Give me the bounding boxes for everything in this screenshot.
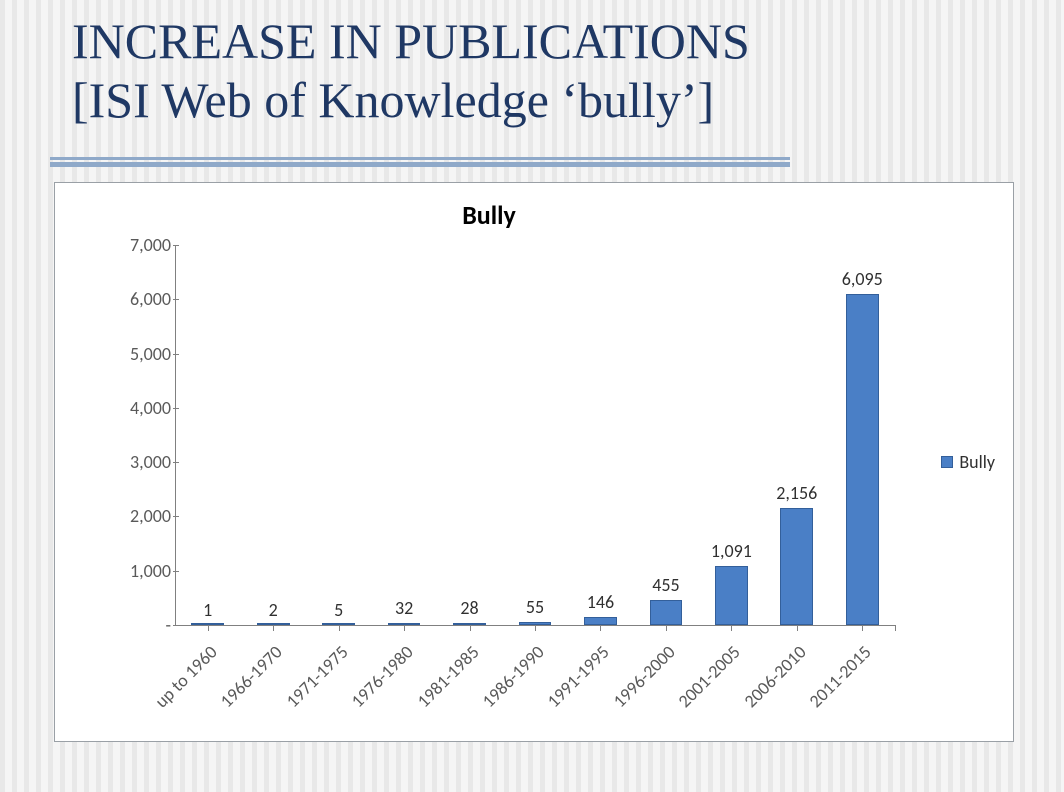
bar-slot: 1 <box>175 245 240 625</box>
plot-area: 1 2 5 32 28 55 146 455 1,091 2,156 6,095 <box>175 245 895 625</box>
chart-frame: Bully - 1,000 2,000 3,000 4,000 5,000 6,000 7,0… <box>54 182 1014 742</box>
bar-slot: 32 <box>371 245 436 625</box>
y-tick-label: 7,000 <box>130 234 171 256</box>
x-tick-mark <box>535 625 536 631</box>
y-tick-mark <box>173 245 179 246</box>
y-tick-label: 1,000 <box>130 560 171 582</box>
bar-slot: 455 <box>633 245 698 625</box>
y-tick-label: 6,000 <box>130 288 171 310</box>
title-underline <box>50 162 790 167</box>
legend-swatch <box>941 456 953 468</box>
bar-value-label: 32 <box>395 597 413 619</box>
bar-value-label: 1 <box>203 599 212 621</box>
x-tick-mark <box>731 625 732 631</box>
bar-value-label: 146 <box>587 591 614 613</box>
y-tick-label: - <box>165 614 171 636</box>
bar-slot: 6,095 <box>830 245 895 625</box>
slide: INCREASE IN PUBLICATIONS [ISI Web of Kno… <box>0 0 1064 792</box>
bar-slot: 5 <box>306 245 371 625</box>
chart-legend: Bully <box>941 451 995 473</box>
x-tick-mark <box>273 625 274 631</box>
bar <box>650 600 683 625</box>
bar-value-label: 455 <box>652 574 679 596</box>
slide-title: INCREASE IN PUBLICATIONS [ISI Web of Kno… <box>72 12 992 130</box>
y-tick-mark <box>173 354 179 355</box>
y-tick-mark <box>173 516 179 517</box>
y-tick-mark <box>173 625 179 626</box>
bar-value-label: 5 <box>334 599 343 621</box>
bar <box>584 617 617 625</box>
x-tick-mark <box>862 625 863 631</box>
x-tick-mark <box>895 625 896 631</box>
y-tick-mark <box>173 299 179 300</box>
x-tick-mark <box>600 625 601 631</box>
chart-title: Bully <box>55 199 923 231</box>
x-tick-mark <box>208 625 209 631</box>
x-tick-mark <box>470 625 471 631</box>
y-tick-mark <box>173 462 179 463</box>
y-tick-label: 2,000 <box>130 505 171 527</box>
bar <box>846 294 879 625</box>
bar-slot: 146 <box>568 245 633 625</box>
bar-group: 1 2 5 32 28 55 146 455 1,091 2,156 6,095 <box>175 245 895 625</box>
y-tick-label: 3,000 <box>130 451 171 473</box>
x-tick-mark <box>339 625 340 631</box>
bar-value-label: 2 <box>269 599 278 621</box>
bar-value-label: 55 <box>526 596 544 618</box>
bar-slot: 1,091 <box>699 245 764 625</box>
bar-value-label: 1,091 <box>711 540 752 562</box>
x-tick-mark <box>404 625 405 631</box>
y-tick-label: 5,000 <box>130 343 171 365</box>
bar <box>715 566 748 625</box>
y-tick-label: 4,000 <box>130 397 171 419</box>
bar-slot: 2 <box>240 245 305 625</box>
bar-slot: 28 <box>437 245 502 625</box>
x-tick-mark <box>797 625 798 631</box>
bar-slot: 2,156 <box>764 245 829 625</box>
slide-title-line2: [ISI Web of Knowledge ‘bully’] <box>72 71 992 130</box>
legend-label: Bully <box>959 451 995 473</box>
y-tick-mark <box>173 571 179 572</box>
y-tick-mark <box>173 408 179 409</box>
x-axis-labels: up to 19601966-19701971-19751976-1980198… <box>175 631 895 731</box>
slide-title-line1: INCREASE IN PUBLICATIONS <box>72 12 992 71</box>
x-tick-mark <box>666 625 667 631</box>
bar-value-label: 2,156 <box>776 482 817 504</box>
bar-value-label: 6,095 <box>842 268 883 290</box>
bar <box>780 508 813 625</box>
y-axis: -1,0002,0003,0004,0005,0006,0007,000 <box>111 245 171 625</box>
bar-value-label: 28 <box>460 597 478 619</box>
bar-slot: 55 <box>502 245 567 625</box>
